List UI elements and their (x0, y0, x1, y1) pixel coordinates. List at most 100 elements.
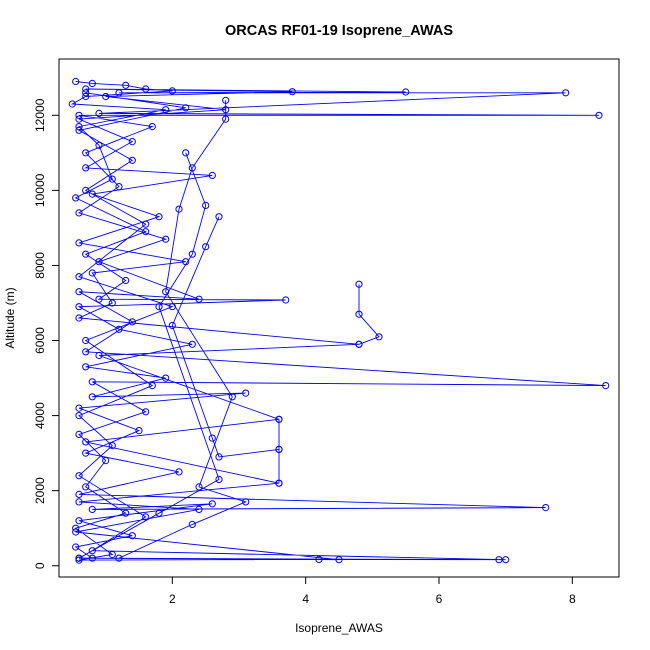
series-line (171, 216, 280, 458)
data-point (202, 201, 210, 209)
data-point (242, 498, 250, 506)
data-point (75, 556, 83, 564)
data-point (75, 123, 83, 131)
data-point (72, 543, 80, 551)
data-point (562, 89, 570, 97)
y-tick-label: 10000 (33, 173, 47, 207)
data-point (95, 295, 103, 303)
data-point (242, 389, 250, 397)
data-point (355, 280, 363, 288)
y-axis: 0 2000 4000 6000 8000 10000 12000 (33, 98, 60, 569)
data-point (162, 106, 170, 114)
data-point (602, 382, 610, 390)
data-point (182, 149, 190, 157)
y-tick-label: 4000 (33, 402, 47, 429)
data-point (128, 156, 136, 164)
data-point (108, 550, 116, 559)
data-point (208, 500, 216, 508)
data-point (122, 81, 130, 89)
y-tick-label: 0 (33, 562, 47, 569)
data-point (68, 100, 76, 108)
y-tick-label: 2000 (33, 477, 47, 504)
data-point (355, 310, 363, 318)
data-point (275, 415, 283, 423)
data-point (82, 250, 90, 258)
data-point (162, 235, 170, 243)
data-point (402, 88, 410, 96)
data-point (215, 453, 223, 461)
data-point (188, 250, 196, 258)
data-point (175, 468, 183, 476)
data-point (102, 92, 110, 101)
data-point (155, 509, 163, 517)
data-point (355, 340, 363, 348)
data-point (75, 490, 83, 498)
data-point (72, 77, 80, 86)
x-tick-label: 4 (302, 592, 309, 606)
data-point (175, 205, 183, 213)
data-point (82, 186, 90, 194)
data-point (102, 457, 110, 465)
data-point (88, 554, 96, 562)
data-point (82, 85, 90, 93)
data-point (502, 556, 510, 564)
data-point (115, 554, 123, 562)
data-point (82, 336, 90, 345)
data-point (188, 340, 196, 348)
data-point (75, 239, 83, 247)
data-point (95, 109, 103, 118)
data-point (88, 269, 96, 277)
data-point (75, 288, 83, 296)
y-axis-label: Altitude (m) (3, 287, 17, 348)
data-point (228, 393, 236, 401)
series-line (358, 284, 380, 345)
data-point (82, 92, 90, 101)
data-point (148, 382, 156, 390)
data-point (315, 555, 323, 564)
data-point (148, 123, 156, 131)
data-point (288, 88, 296, 96)
series-line (78, 152, 220, 559)
data-point (142, 408, 150, 416)
data-point (142, 228, 150, 236)
plot-area (68, 77, 610, 564)
data-point (162, 374, 170, 382)
x-tick-label: 2 (169, 592, 176, 606)
data-point (222, 115, 230, 123)
data-point (282, 296, 290, 304)
data-point (495, 556, 503, 564)
data-point (82, 483, 90, 491)
data-point (142, 85, 150, 93)
data-point (128, 532, 136, 540)
data-point (115, 325, 123, 333)
data-point (335, 556, 343, 564)
data-point (82, 363, 90, 371)
data-point (142, 513, 150, 521)
data-point (115, 183, 123, 191)
data-point (82, 438, 90, 446)
x-tick-label: 8 (569, 592, 576, 606)
data-point (222, 96, 230, 104)
data-point (182, 104, 190, 112)
data-point (75, 126, 83, 134)
y-tick-label: 6000 (33, 327, 47, 354)
data-point (208, 171, 216, 179)
data-point (75, 314, 83, 322)
data-point (75, 115, 83, 123)
data-point (142, 220, 150, 228)
data-point (155, 303, 163, 311)
data-point (75, 472, 83, 480)
x-axis: 2 4 6 8 (169, 576, 576, 606)
data-point (275, 479, 283, 487)
data-point (75, 554, 83, 562)
data-point (122, 276, 130, 285)
data-point (135, 427, 143, 435)
data-point (168, 321, 176, 330)
data-point (75, 303, 83, 311)
data-point (72, 524, 80, 532)
data-point (75, 498, 83, 506)
data-point (82, 149, 90, 157)
data-point (72, 194, 80, 202)
data-point (72, 528, 80, 536)
